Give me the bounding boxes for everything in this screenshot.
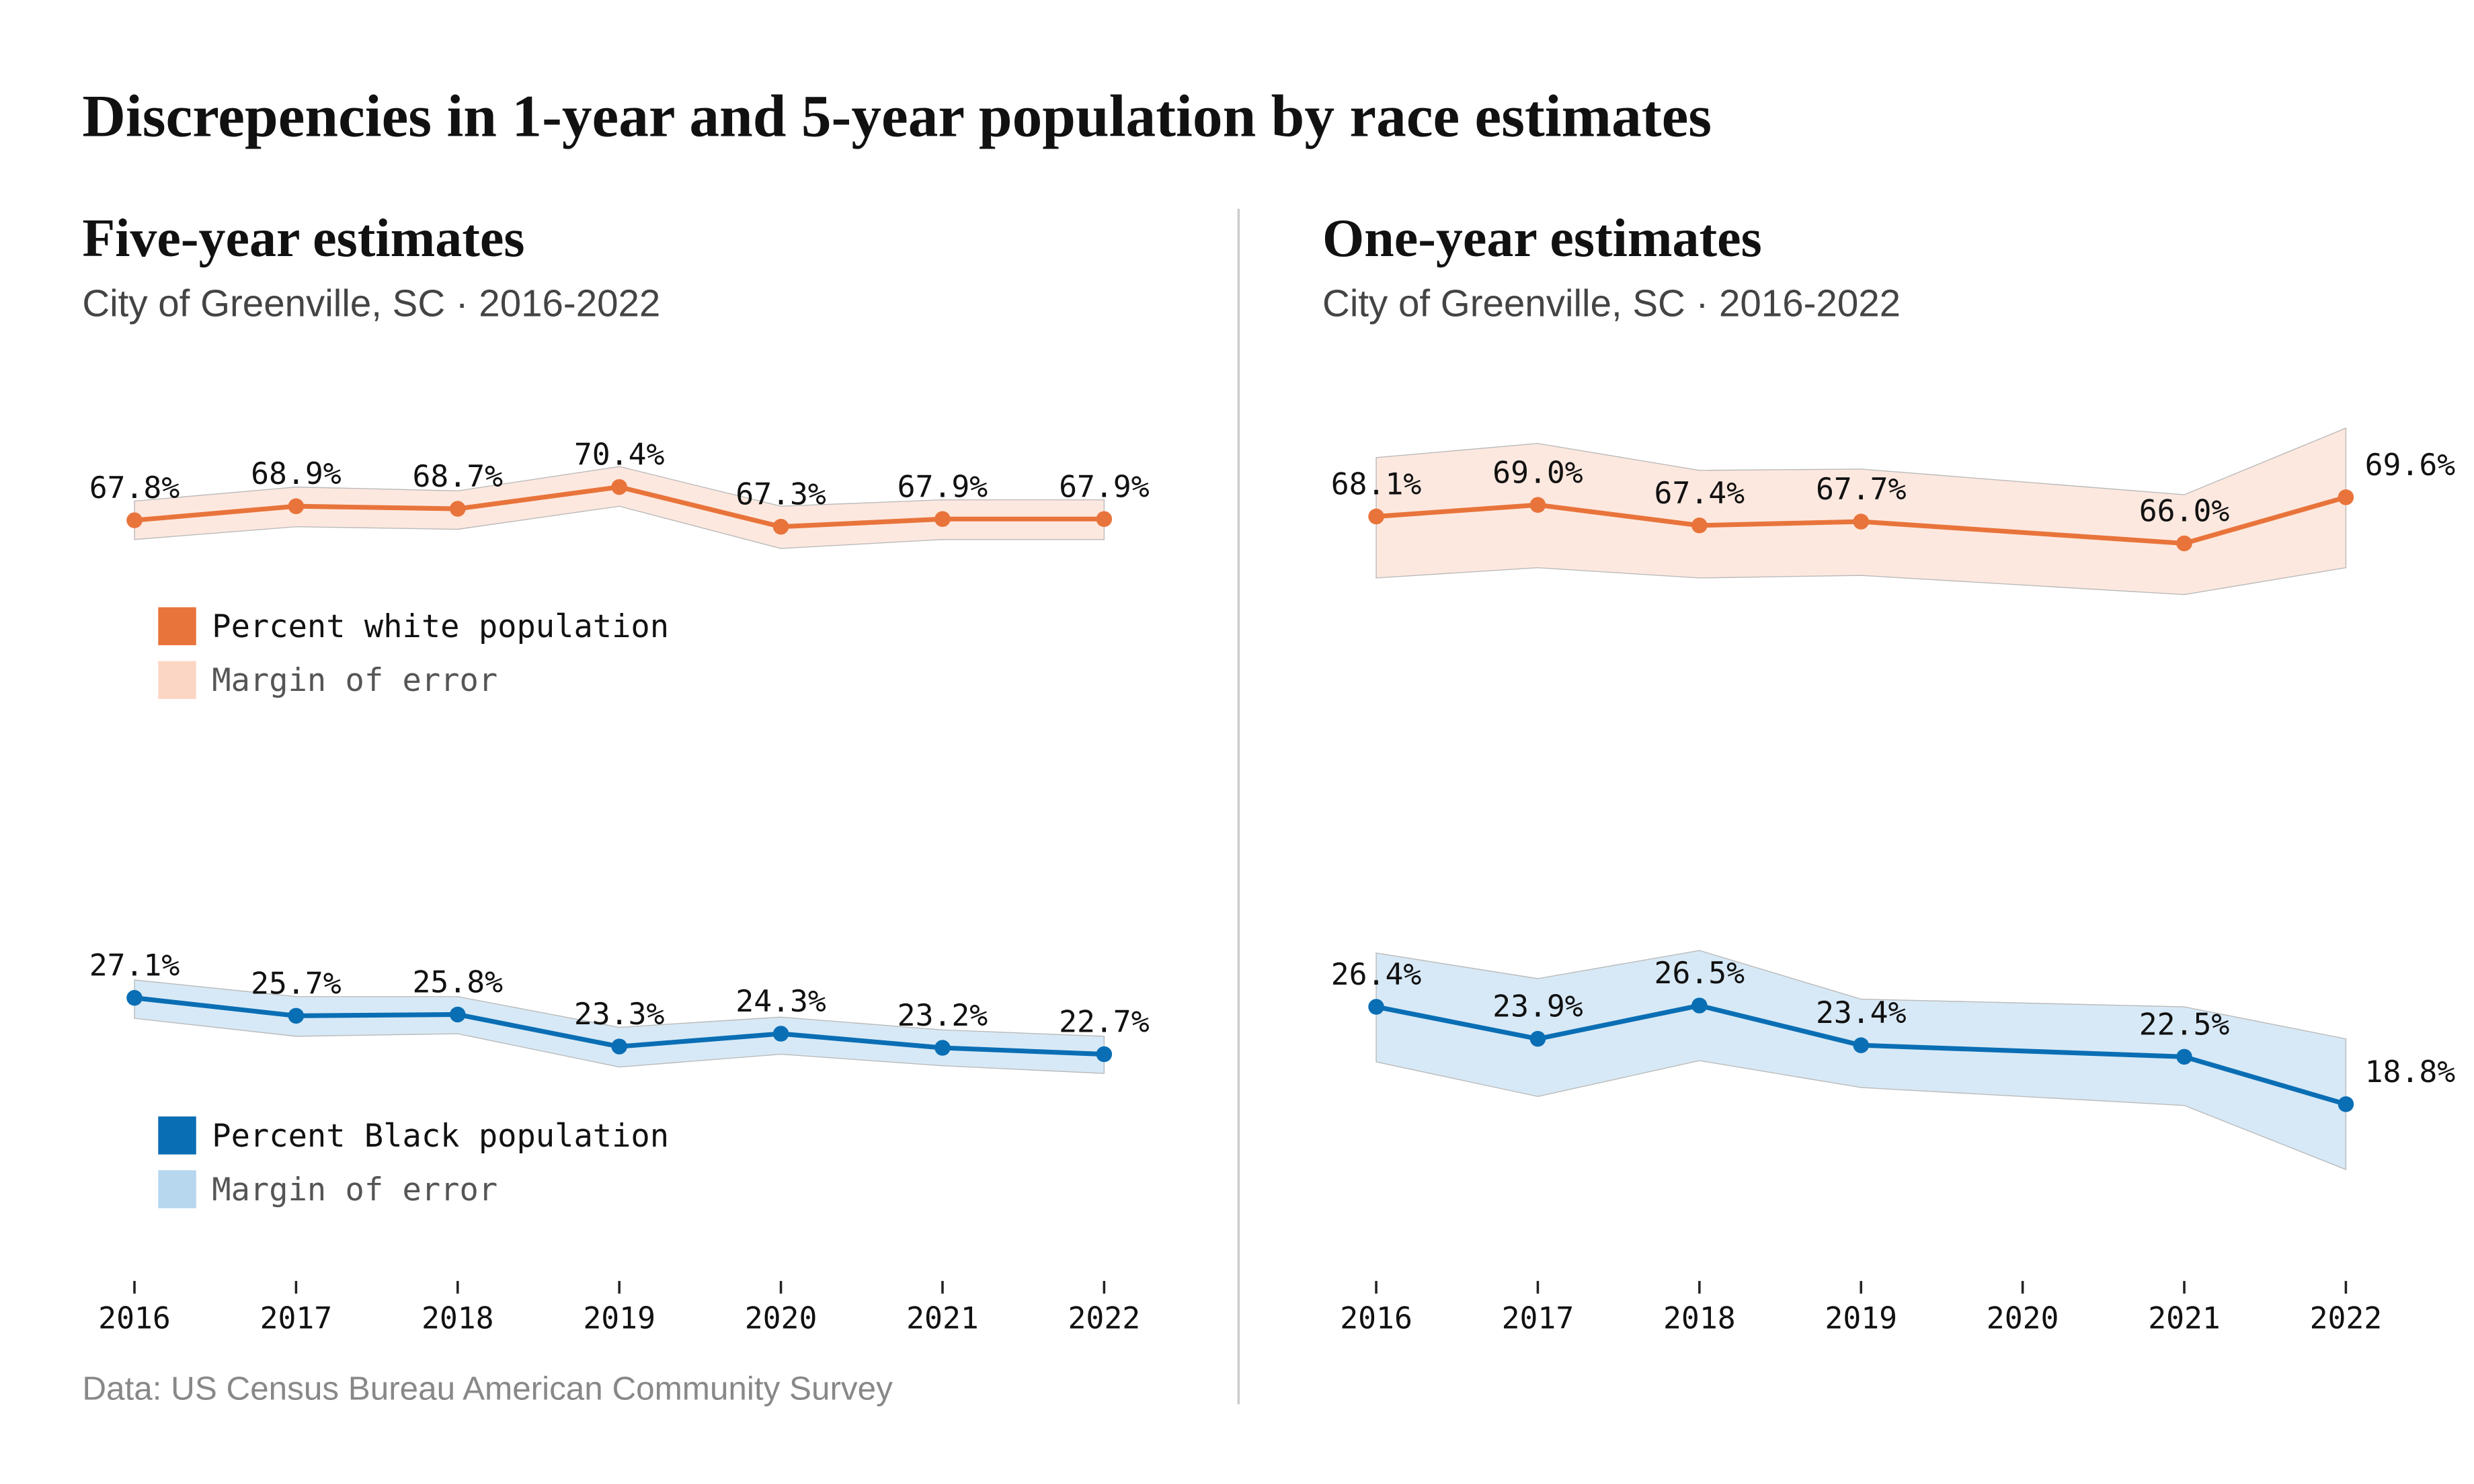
point — [126, 512, 143, 528]
value-label: 18.8% — [2365, 1055, 2456, 1089]
page-title: Discrepencies in 1-year and 5-year popul… — [82, 83, 1712, 149]
x-tick-label: 2018 — [422, 1301, 494, 1335]
point — [1368, 999, 1384, 1015]
point — [1529, 497, 1546, 513]
source: Data: US Census Bureau American Communit… — [82, 1370, 893, 1407]
legend-swatch — [158, 1170, 196, 1208]
x-tick-label: 2019 — [1825, 1301, 1897, 1335]
value-label: 68.9% — [251, 456, 342, 491]
point — [2176, 535, 2192, 552]
chart-title: One-year estimates — [1322, 209, 1762, 268]
error-band — [1375, 950, 2347, 1171]
value-label: 23.2% — [897, 998, 988, 1033]
series-line — [1375, 1003, 2347, 1107]
value-label: 69.0% — [1492, 455, 1583, 490]
legend-label: Margin of error — [212, 662, 497, 699]
value-label: 22.7% — [1059, 1005, 1150, 1040]
point — [611, 1038, 627, 1055]
point — [1853, 513, 1869, 530]
value-label: 23.3% — [574, 997, 665, 1032]
point — [450, 501, 466, 517]
legend-swatch — [158, 1116, 196, 1155]
error-band — [134, 979, 1105, 1074]
value-label: 67.4% — [1654, 476, 1745, 511]
point — [2338, 489, 2354, 505]
value-label: 66.0% — [2139, 494, 2230, 529]
value-label: 24.3% — [735, 984, 826, 1019]
value-label: 25.8% — [413, 965, 504, 1000]
error-band — [1375, 427, 2347, 595]
point — [2338, 1096, 2354, 1112]
value-label: 67.9% — [1059, 469, 1150, 504]
value-label: 68.1% — [1331, 467, 1422, 502]
value-label: 67.3% — [735, 477, 826, 512]
legend-swatch — [158, 607, 196, 645]
x-tick-label: 2022 — [1068, 1301, 1141, 1335]
x-tick-label: 2016 — [1340, 1301, 1412, 1335]
x-tick-label: 2018 — [1663, 1301, 1736, 1335]
value-label: 23.4% — [1816, 995, 1907, 1030]
point — [2176, 1048, 2192, 1065]
value-label: 25.7% — [251, 966, 342, 1001]
point — [1691, 518, 1708, 534]
error-band — [134, 466, 1105, 549]
series-line — [1375, 495, 2347, 546]
point — [772, 518, 789, 535]
point — [450, 1006, 466, 1023]
point — [1691, 997, 1708, 1014]
point — [772, 1026, 789, 1042]
point — [1096, 1046, 1113, 1063]
chart-subtitle: City of Greenville, SC · 2016-2022 — [1322, 282, 1901, 325]
point — [934, 1040, 951, 1056]
x-tick-label: 2019 — [583, 1301, 655, 1335]
point — [1096, 511, 1113, 528]
legend-label: Percent white population — [212, 608, 669, 645]
value-label: 23.9% — [1492, 989, 1583, 1024]
x-tick-label: 2016 — [98, 1301, 171, 1335]
value-label: 26.4% — [1331, 957, 1422, 992]
point — [1853, 1037, 1869, 1053]
value-label: 22.5% — [2139, 1007, 2230, 1042]
legend-swatch — [158, 661, 196, 699]
point — [611, 479, 627, 495]
legend-label: Percent Black population — [212, 1118, 669, 1155]
value-label: 70.4% — [574, 438, 665, 472]
value-label: 26.5% — [1654, 956, 1745, 991]
value-label: 69.6% — [2365, 448, 2456, 483]
value-label: 27.1% — [89, 948, 180, 983]
x-tick-label: 2020 — [745, 1301, 817, 1335]
x-tick-label: 2021 — [2148, 1301, 2221, 1335]
point — [126, 989, 143, 1006]
value-label: 67.8% — [89, 470, 180, 505]
value-label: 68.7% — [413, 459, 504, 494]
value-label: 67.9% — [897, 469, 988, 504]
x-tick-label: 2017 — [260, 1301, 333, 1335]
legend-label: Margin of error — [212, 1171, 497, 1208]
point — [288, 1007, 305, 1024]
x-tick-label: 2021 — [906, 1301, 979, 1335]
chart-subtitle: City of Greenville, SC · 2016-2022 — [82, 282, 660, 325]
point — [288, 498, 305, 514]
point — [934, 511, 951, 528]
point — [1529, 1030, 1546, 1047]
chart-title: Five-year estimates — [82, 209, 524, 268]
x-tick-label: 2020 — [1987, 1301, 2059, 1335]
point — [1368, 508, 1384, 525]
x-tick-label: 2017 — [1502, 1301, 1574, 1335]
x-tick-label: 2022 — [2310, 1301, 2383, 1335]
value-label: 67.7% — [1816, 472, 1907, 507]
